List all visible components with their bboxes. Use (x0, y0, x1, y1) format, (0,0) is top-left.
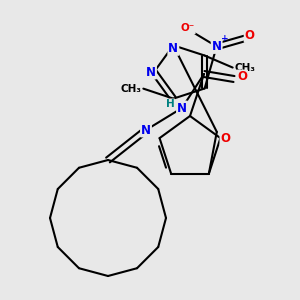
Text: O⁻: O⁻ (181, 23, 195, 34)
Text: N: N (168, 42, 178, 55)
Text: CH₃: CH₃ (120, 84, 141, 94)
Text: H: H (166, 99, 174, 109)
Text: N: N (141, 124, 151, 136)
Text: N: N (146, 65, 156, 79)
Text: O: O (237, 70, 247, 83)
Text: O: O (220, 132, 230, 145)
Text: +: + (221, 34, 229, 43)
Text: N: N (212, 40, 222, 53)
Text: O: O (245, 29, 255, 42)
Text: CH₃: CH₃ (235, 62, 256, 73)
Text: N: N (177, 101, 187, 115)
